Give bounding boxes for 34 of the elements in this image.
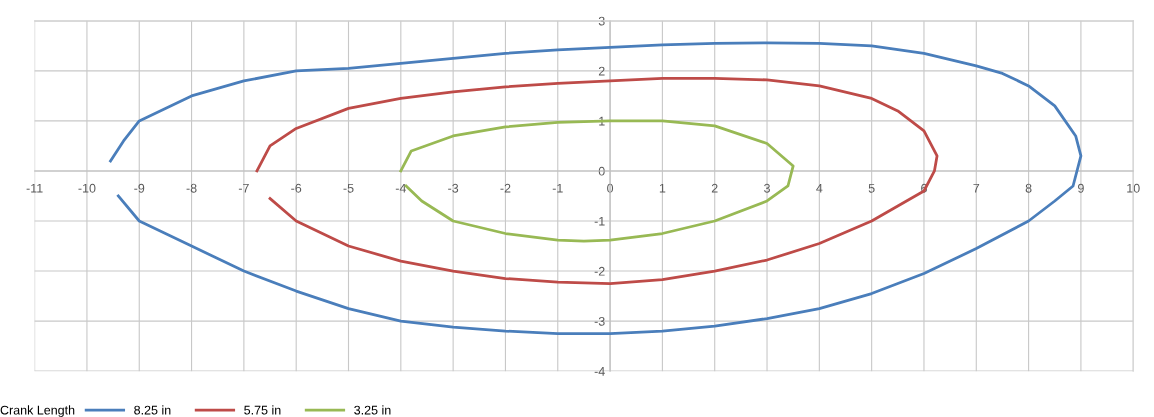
x-tick-label: 9 [1078, 183, 1084, 193]
x-tick-label: -6 [291, 183, 302, 193]
x-tick-label: 3 [764, 183, 770, 193]
x-tick-label: 10 [1127, 183, 1140, 193]
x-tick-label: 5 [868, 183, 875, 193]
legend-label: 5.75 in [244, 405, 281, 415]
x-tick-label: 8 [1025, 183, 1032, 193]
x-tick-label: -2 [500, 183, 511, 193]
x-tick-label: -3 [448, 183, 459, 193]
line-series [255, 77, 939, 285]
legend-label: 3.25 in [354, 405, 391, 415]
line-series [109, 41, 1083, 335]
y-tick-label: -4 [594, 367, 605, 376]
x-tick-label: 1 [659, 183, 666, 193]
x-tick-label: 4 [816, 183, 823, 193]
y-tick-label: -3 [594, 316, 605, 326]
y-tick-label: -2 [594, 266, 605, 276]
x-tick-label: -11 [26, 183, 43, 193]
x-tick-label: -8 [186, 183, 197, 193]
y-tick-label: 3 [598, 16, 605, 26]
x-tick-label: -1 [552, 183, 563, 193]
x-tick-label: -9 [134, 183, 145, 193]
x-tick-label: -7 [238, 183, 249, 193]
x-tick-label: 0 [607, 183, 614, 193]
y-tick-label: 0 [598, 166, 605, 176]
legend-title: Crank Length [0, 405, 75, 417]
x-tick-label: -10 [78, 183, 96, 193]
x-tick-label: 2 [711, 183, 718, 193]
y-tick-label: -1 [594, 216, 605, 226]
legend-label: 8.25 in [134, 405, 171, 415]
x-tick-label: 7 [973, 183, 980, 193]
x-tick-label: -4 [395, 183, 407, 193]
y-tick-label: 2 [598, 66, 605, 76]
x-tick-label: -5 [343, 183, 354, 193]
